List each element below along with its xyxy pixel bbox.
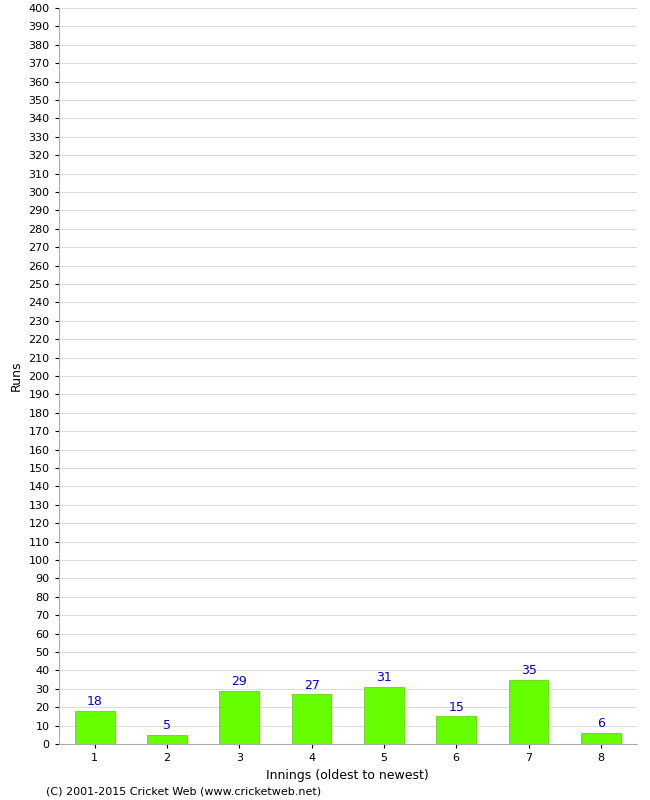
Bar [581,733,621,744]
Bar [75,711,114,744]
Text: 31: 31 [376,671,392,684]
Text: 27: 27 [304,678,320,691]
Bar [364,687,404,744]
Bar [509,679,549,744]
Bar [436,717,476,744]
Text: 29: 29 [231,675,247,688]
Text: 18: 18 [86,695,103,708]
Text: 35: 35 [521,664,536,677]
Y-axis label: Runs: Runs [10,361,23,391]
Bar [220,690,259,744]
Text: 6: 6 [597,717,604,730]
Bar [147,734,187,744]
Text: (C) 2001-2015 Cricket Web (www.cricketweb.net): (C) 2001-2015 Cricket Web (www.cricketwe… [46,786,320,796]
Text: 15: 15 [448,701,464,714]
Text: 5: 5 [163,719,171,732]
X-axis label: Innings (oldest to newest): Innings (oldest to newest) [266,769,429,782]
Bar [292,694,332,744]
